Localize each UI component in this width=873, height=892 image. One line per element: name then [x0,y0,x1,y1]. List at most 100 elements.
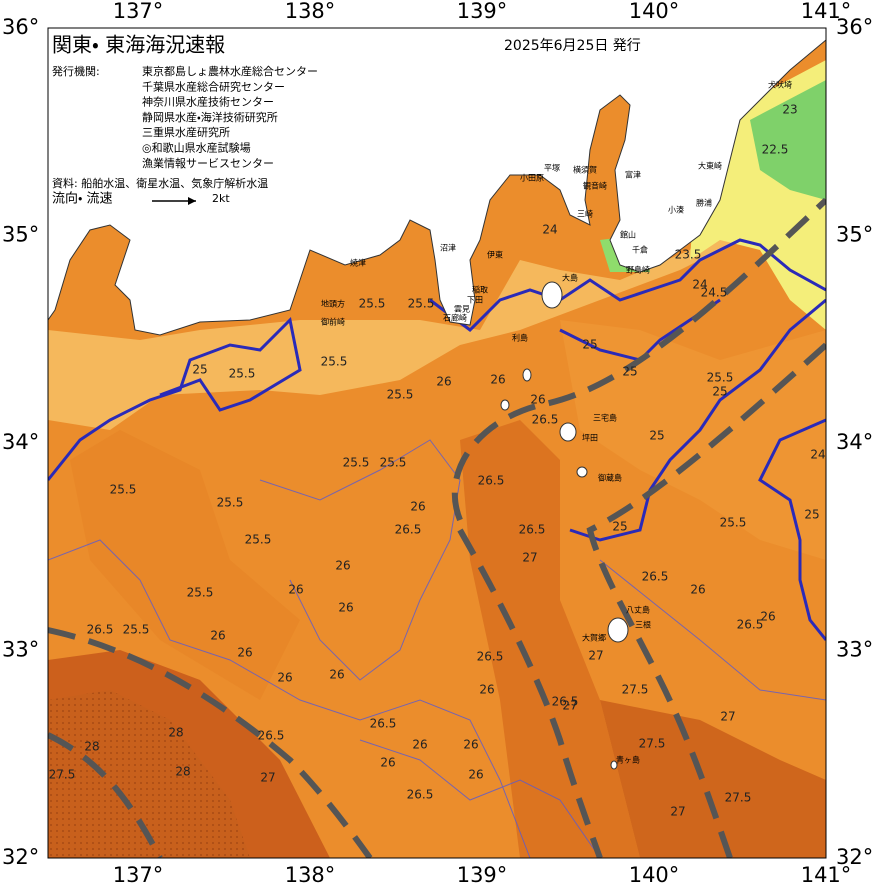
isotherm-label: 24 [542,223,557,237]
warm-water [48,690,250,858]
place-name: 勝浦 [696,198,712,208]
kuroshio-axis [48,197,826,858]
isotherm-label: 26.5 [552,695,579,709]
place-name: 平塚 [544,164,560,173]
isotherm-label: 25.5 [123,623,150,637]
isotherm-label: 27 [562,699,577,713]
isotherm-label: 25.5 [321,355,348,369]
isotherm-label: 26.5 [370,717,397,731]
isotherm-label: 23 [782,103,797,117]
isotherm-line [599,559,826,701]
isotherm-label: 26 [288,583,303,597]
isotherm-label: 27.5 [639,737,666,751]
island [610,760,618,770]
place-name: 館山 [620,230,636,240]
isotherm-label: 26 [436,375,451,389]
lat-label: 36° [2,15,39,39]
issuer-list: 東京都島しょ農林水産総合センター千葉県水産総合研究センター神奈川県水産技術センタ… [142,64,318,170]
issuer: 静岡県水産・海洋技術研究所 [142,110,278,124]
isotherm-line [569,298,826,542]
isotherm-label: 25.5 [229,367,256,381]
place-name: 石廊崎 [443,313,467,323]
place-name: 地頭方 [321,299,345,309]
isotherm-label: 26.5 [737,618,764,632]
isotherm-label: 26 [760,610,775,624]
place-name: 小田原 [520,174,544,183]
isotherm-label: 26 [530,393,545,407]
lon-label: 139° [457,863,508,887]
place-name: 三根 [635,620,651,630]
lat-label: 32° [2,845,39,869]
place-name: 雲見 [454,305,470,314]
isotherm-label: 25.5 [343,456,370,470]
island [607,617,629,643]
isotherm-label: 26.5 [87,623,114,637]
current-scale: 2kt [212,192,230,205]
isotherm-label: 26 [338,601,353,615]
isotherm-label: 26.5 [407,788,434,802]
land [48,28,826,336]
isotherm-label: 26.5 [478,474,505,488]
legend-panel: 関東・ 東海海況速報 2025年6月25日 発行 発行機関: 資料: 船舶水温、… [52,33,641,207]
isotherm-label: 25.5 [187,586,214,600]
isotherm-label: 28 [168,726,183,740]
place-name: 観音崎 [583,181,607,191]
isotherm-label: 26 [329,668,344,682]
isotherm-line [48,316,302,481]
sea-shade [560,320,826,560]
isotherm-label: 25 [712,385,727,399]
island [559,422,577,442]
isotherm-label: 25.5 [720,516,747,530]
isotherm-label: 27 [670,805,685,819]
place-name: 三宅島 [593,413,617,423]
island [500,399,510,411]
isotherm-line [429,238,826,332]
isotherm-label: 24.5 [701,286,728,300]
place-name: 下田 [467,296,483,305]
isotherm-label: 26 [412,738,427,752]
place-name: 大賀郷 [582,633,606,643]
issue-date: 2025年6月25日 発行 [504,38,641,54]
isotherm-label: 26 [277,671,292,685]
lat-label: 36° [836,15,873,39]
island [522,368,532,382]
current-axis [457,528,603,858]
sea-surface [48,28,826,858]
issuer: 東京都島しょ農林水産総合センター [142,64,318,78]
isotherm-label: 22.5 [762,143,789,157]
isotherm-label: 25.5 [359,297,386,311]
island [541,281,563,309]
lat-label: 35° [836,223,873,247]
issuer: 三重県水産研究所 [142,125,230,139]
map-frame [47,27,827,859]
current-label: 流向・ 流速 [52,191,113,207]
isotherm-label: 26.5 [395,523,422,537]
place-name: 千倉 [632,245,648,255]
place-name: 大島 [562,273,578,283]
isotherm-label: 26 [335,559,350,573]
lat-label: 32° [836,845,873,869]
lat-label: 34° [836,430,873,454]
isotherm-label: 25.5 [387,388,414,402]
isotherm-label: 27 [720,710,735,724]
place-name: 焼津 [350,258,366,268]
place-name: 青ヶ島 [616,755,640,765]
place-name: 稲取 [472,285,488,295]
warm-water [460,420,640,858]
lon-label: 140° [629,0,680,23]
isotherm-label: 26 [490,373,505,387]
place-name: 富津 [625,170,641,180]
current-axis [586,342,826,858]
issuer: 神奈川県水産技術センター [142,95,274,109]
coastal-band [48,120,826,430]
isotherm-label: 25 [192,363,207,377]
isotherm-label: 26 [237,646,252,660]
place-name: 横須賀 [573,165,597,175]
isotherm-label: 27.5 [622,683,649,697]
isotherm-label: 27.5 [725,791,752,805]
place-name: 利島 [512,333,528,343]
lon-label: 139° [457,0,508,23]
